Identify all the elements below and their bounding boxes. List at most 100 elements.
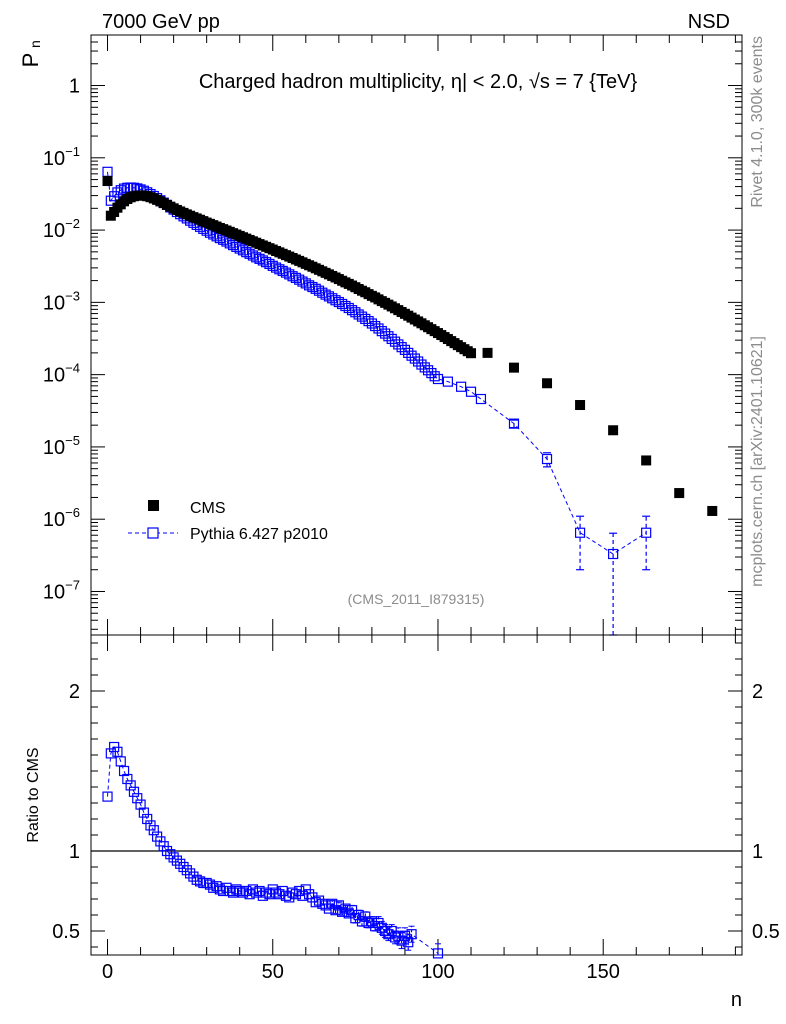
cms-point bbox=[575, 400, 586, 411]
svg-text:P: P bbox=[18, 53, 43, 68]
ratio-y-tick-label-right: 0.5 bbox=[752, 921, 780, 943]
ratio-point bbox=[161, 845, 173, 857]
pythia-point bbox=[304, 280, 315, 291]
main-y-tick-label: 1 bbox=[69, 76, 80, 98]
pythia-point bbox=[109, 191, 120, 202]
ratio-point bbox=[337, 906, 348, 917]
ratio-point bbox=[320, 900, 331, 911]
ratio-point bbox=[191, 874, 202, 885]
ratio-point bbox=[227, 887, 239, 898]
ratio-point bbox=[194, 876, 206, 887]
ratio-point bbox=[148, 825, 159, 836]
cms-point bbox=[674, 488, 685, 499]
cms-point bbox=[542, 378, 553, 389]
ratio-point bbox=[380, 925, 391, 937]
pythia-point bbox=[227, 239, 239, 251]
pythia-point bbox=[234, 243, 245, 254]
ratio-point bbox=[350, 913, 361, 924]
main-title: Charged hadron multiplicity, η| < 2.0, √… bbox=[199, 71, 638, 93]
main-y-axis-label: P bbox=[18, 53, 43, 68]
pythia-point bbox=[231, 241, 242, 253]
pythia-point bbox=[317, 287, 328, 298]
legend-pythia-marker bbox=[147, 527, 159, 539]
pythia-point bbox=[393, 339, 404, 350]
pythia-point bbox=[386, 333, 397, 345]
pythia-point bbox=[641, 527, 652, 538]
x-tick-label: 0 bbox=[102, 961, 113, 983]
rivet-version-label: Rivet 4.1.0, 300k events bbox=[749, 36, 766, 208]
ratio-point bbox=[353, 909, 364, 921]
ratio-point bbox=[241, 885, 252, 897]
pythia-point bbox=[115, 185, 126, 196]
x-tick-label: 100 bbox=[421, 961, 454, 983]
pythia-point bbox=[380, 328, 391, 339]
ratio-point bbox=[138, 807, 149, 818]
pythia-point bbox=[284, 269, 295, 280]
pythia-point bbox=[475, 393, 487, 405]
pythia-point bbox=[406, 350, 417, 361]
main-y-tick-label: 10−2 bbox=[43, 216, 80, 242]
pythia-point bbox=[442, 376, 453, 387]
main-y-tick-label: 10−7 bbox=[43, 577, 80, 603]
main-y-tick-label: 10−5 bbox=[43, 433, 80, 459]
ratio-point bbox=[376, 922, 387, 933]
main-y-ticks: 10−7 10−6 10−5 10−4 10−3 10−2 10−1 1 bbox=[43, 34, 742, 630]
ratio-point bbox=[297, 890, 308, 901]
pythia-point bbox=[307, 281, 318, 293]
pythia-point bbox=[508, 418, 520, 429]
pythia-point bbox=[389, 336, 401, 347]
ratio-point bbox=[247, 884, 259, 895]
cms-point bbox=[608, 425, 619, 436]
pythia-point bbox=[294, 274, 305, 285]
pythia-point bbox=[254, 253, 265, 264]
ratio-point bbox=[168, 852, 179, 863]
ratio-point bbox=[270, 887, 282, 898]
ratio-point bbox=[280, 890, 292, 901]
legend: CMS Pythia 6.427 p2010 bbox=[128, 500, 328, 543]
pythia-point bbox=[399, 344, 411, 355]
pythia-point bbox=[327, 293, 338, 304]
pythia-point bbox=[277, 265, 288, 277]
pythia-point bbox=[403, 347, 414, 358]
cms-point bbox=[641, 455, 652, 466]
pythia-point bbox=[574, 527, 586, 538]
x-axis-label: n bbox=[731, 989, 742, 1011]
pythia-point bbox=[432, 373, 444, 385]
ratio-point bbox=[142, 813, 153, 825]
ratio-point bbox=[310, 897, 321, 908]
pythia-point bbox=[426, 368, 437, 379]
ratio-point bbox=[224, 885, 235, 897]
pythia-point bbox=[280, 267, 292, 278]
pythia-point bbox=[396, 342, 407, 353]
ratio-point bbox=[204, 879, 216, 890]
pythia-point bbox=[241, 247, 252, 258]
pythia-point bbox=[224, 238, 235, 249]
legend-cms-label: CMS bbox=[190, 500, 226, 517]
ratio-y-ticks: 0.5 0.5 1 1 2 2 bbox=[52, 642, 780, 948]
pythia-point bbox=[270, 262, 282, 273]
ratio-point bbox=[432, 948, 444, 959]
ratio-y-tick-label-right: 2 bbox=[752, 681, 763, 703]
pythia-point bbox=[330, 295, 341, 306]
ratio-point bbox=[389, 932, 401, 943]
pythia-point bbox=[383, 331, 394, 342]
pythia-point bbox=[221, 236, 232, 247]
pythia-point bbox=[261, 257, 272, 268]
ratio-point bbox=[383, 929, 394, 940]
legend-cms-marker bbox=[148, 500, 159, 511]
pythia-point bbox=[376, 326, 387, 337]
cms-point bbox=[102, 176, 113, 187]
main-y-tick-label: 10−1 bbox=[43, 144, 80, 170]
cms-point bbox=[466, 348, 477, 359]
ratio-point bbox=[135, 799, 146, 810]
mcplots-url-label: mcplots.cern.ch [arXiv:2401.10621] bbox=[749, 336, 766, 587]
pythia-point bbox=[608, 548, 619, 560]
pythia-point bbox=[429, 371, 440, 382]
pythia-point bbox=[465, 386, 477, 397]
ratio-point bbox=[257, 890, 268, 901]
ratio-point bbox=[406, 929, 417, 940]
pythia-point bbox=[257, 255, 268, 266]
pythia-point bbox=[247, 250, 259, 261]
ratio-point bbox=[181, 865, 192, 876]
energy-label: 7000 GeV pp bbox=[102, 11, 220, 33]
